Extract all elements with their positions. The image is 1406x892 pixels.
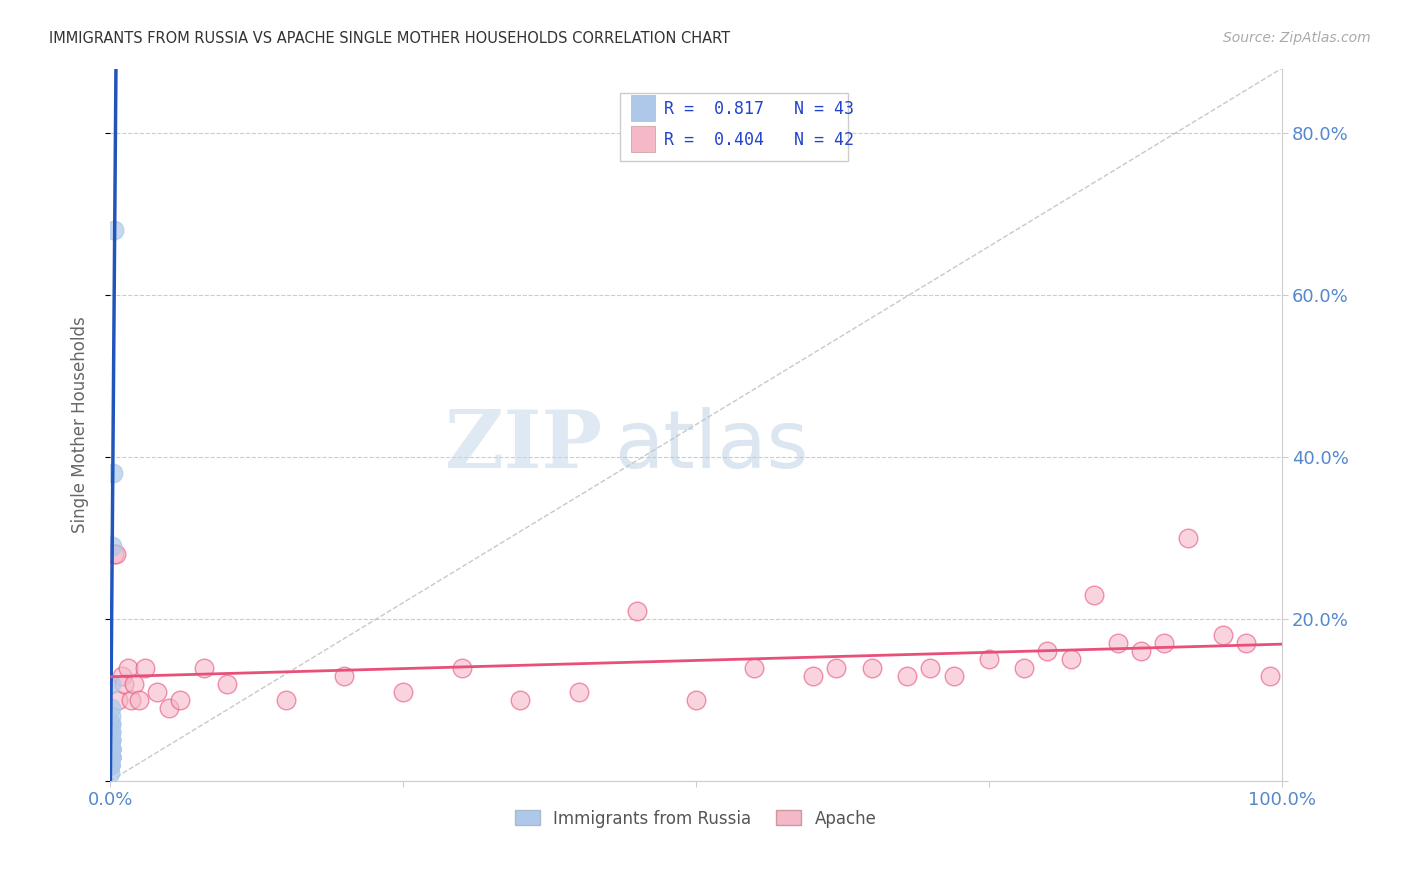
Point xyxy=(169,693,191,707)
Point xyxy=(217,677,239,691)
Point xyxy=(101,539,124,553)
Point xyxy=(107,693,129,707)
Point xyxy=(134,660,156,674)
Point xyxy=(100,757,122,772)
Point xyxy=(1212,628,1234,642)
Point xyxy=(920,660,942,674)
Point xyxy=(825,660,848,674)
Point xyxy=(1059,652,1081,666)
Point xyxy=(100,677,122,691)
Point xyxy=(100,741,122,756)
Point xyxy=(100,741,122,756)
Point xyxy=(977,652,1000,666)
Text: ZIP: ZIP xyxy=(446,407,602,485)
Point xyxy=(100,757,122,772)
Point xyxy=(100,749,122,764)
Point xyxy=(100,741,122,756)
Point xyxy=(100,749,122,764)
Point xyxy=(333,668,356,682)
Point xyxy=(860,660,883,674)
Point xyxy=(100,749,122,764)
Point xyxy=(685,693,707,707)
Point xyxy=(100,749,122,764)
Legend: Immigrants from Russia, Apache: Immigrants from Russia, Apache xyxy=(509,803,883,834)
Point xyxy=(100,717,122,731)
Point xyxy=(1083,588,1105,602)
Point xyxy=(120,693,142,707)
Text: R =  0.817   N = 43: R = 0.817 N = 43 xyxy=(664,100,855,118)
Point xyxy=(100,749,122,764)
Point xyxy=(100,749,122,764)
Point xyxy=(100,701,122,715)
Point xyxy=(112,677,135,691)
FancyBboxPatch shape xyxy=(631,127,655,152)
Point xyxy=(100,741,122,756)
Point xyxy=(1153,636,1175,650)
Point xyxy=(1012,660,1035,674)
Point xyxy=(100,749,122,764)
Point xyxy=(392,685,415,699)
Point xyxy=(1129,644,1152,658)
Text: Source: ZipAtlas.com: Source: ZipAtlas.com xyxy=(1223,31,1371,45)
Point xyxy=(744,660,766,674)
Text: R =  0.404   N = 42: R = 0.404 N = 42 xyxy=(664,131,855,150)
FancyBboxPatch shape xyxy=(620,94,848,161)
Point xyxy=(942,668,965,682)
Point xyxy=(896,668,918,682)
Point xyxy=(104,547,127,561)
Point xyxy=(100,733,122,747)
Point xyxy=(100,741,122,756)
Point xyxy=(128,693,150,707)
Point xyxy=(1177,531,1199,545)
Point xyxy=(101,467,124,481)
Point xyxy=(100,749,122,764)
Point xyxy=(1234,636,1257,650)
Point xyxy=(509,693,531,707)
Point xyxy=(100,741,122,756)
Point xyxy=(100,749,122,764)
Point xyxy=(801,668,824,682)
Point xyxy=(100,749,122,764)
Point xyxy=(103,223,125,237)
Point xyxy=(100,733,122,747)
Point xyxy=(100,749,122,764)
Point xyxy=(1258,668,1281,682)
Point xyxy=(626,604,648,618)
Point xyxy=(274,693,297,707)
Point xyxy=(100,741,122,756)
Point xyxy=(100,725,122,739)
Point xyxy=(450,660,472,674)
Text: IMMIGRANTS FROM RUSSIA VS APACHE SINGLE MOTHER HOUSEHOLDS CORRELATION CHART: IMMIGRANTS FROM RUSSIA VS APACHE SINGLE … xyxy=(49,31,730,46)
Point xyxy=(100,749,122,764)
Point xyxy=(98,757,121,772)
Point xyxy=(100,733,122,747)
Y-axis label: Single Mother Households: Single Mother Households xyxy=(72,317,89,533)
Point xyxy=(100,717,122,731)
Point xyxy=(98,765,121,780)
Point xyxy=(100,757,122,772)
Point xyxy=(98,757,121,772)
Point xyxy=(100,749,122,764)
Point xyxy=(100,741,122,756)
Point xyxy=(100,757,122,772)
Point xyxy=(100,725,122,739)
Point xyxy=(98,757,121,772)
Text: atlas: atlas xyxy=(614,407,808,485)
Point xyxy=(117,660,139,674)
Point xyxy=(193,660,215,674)
Point xyxy=(122,677,145,691)
Point xyxy=(100,757,122,772)
Point xyxy=(100,709,122,723)
Point xyxy=(568,685,591,699)
Point xyxy=(111,668,134,682)
Point xyxy=(157,701,180,715)
FancyBboxPatch shape xyxy=(631,95,655,120)
Point xyxy=(103,547,125,561)
Point xyxy=(1036,644,1059,658)
Point xyxy=(146,685,169,699)
Point xyxy=(1107,636,1129,650)
